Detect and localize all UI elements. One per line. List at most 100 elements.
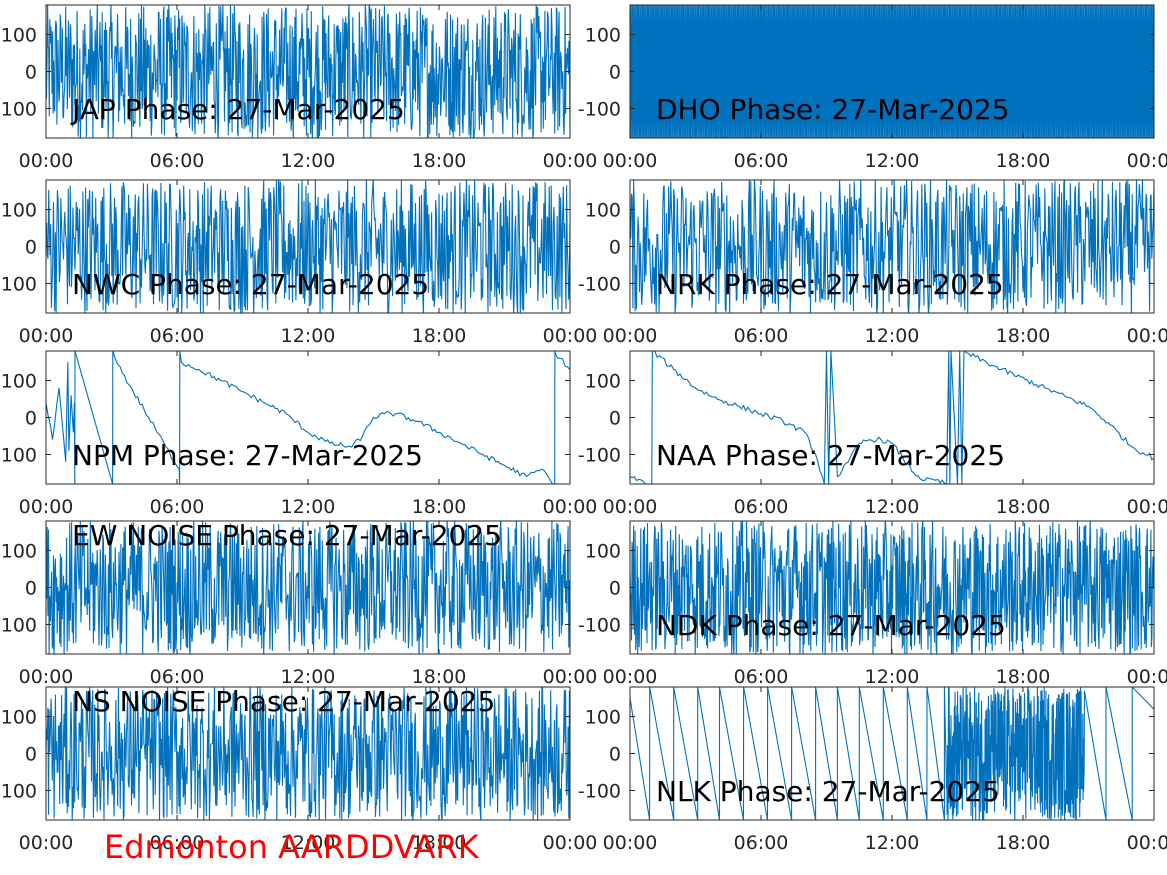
x-tick-label: 00:00 [1127, 832, 1167, 854]
y-tick-label: 100 [1, 614, 37, 636]
x-tick-label: 06:00 [150, 150, 205, 172]
x-tick-label: 00:00 [1127, 150, 1167, 172]
figure-footer-label: Edmonton AARDDVARK [104, 828, 479, 866]
y-tick-label: 100 [1, 25, 37, 47]
y-tick-label: 100 [1, 371, 37, 393]
x-tick-label: 18:00 [412, 325, 467, 347]
x-tick-label: 18:00 [996, 150, 1051, 172]
panel-4: 100 0 -100 00:00 06:00 12:00 18:00 00:00 NRK Pha… [578, 179, 1167, 347]
panel-1: 100 0 100 00:00 06:00 12:00 18:00 00:00 JAP Phas… [1, 4, 598, 172]
x-tick-label: 12:00 [281, 832, 336, 854]
x-tick-label: 00:00 [1127, 325, 1167, 347]
y-tick-label: 0 [609, 237, 621, 259]
x-tick-label: 00:00 [603, 496, 658, 518]
panel-9: 100 0 100 00:00 06:00 12:00 18:00 00:00 NS NOISE… [1, 685, 598, 854]
y-tick-label: 100 [585, 541, 621, 563]
y-tick-label: 0 [609, 578, 621, 600]
x-tick-label: 12:00 [281, 496, 336, 518]
y-tick-label: 0 [25, 408, 37, 430]
x-tick-label: 06:00 [150, 496, 205, 518]
x-tick-label: 18:00 [996, 666, 1051, 688]
x-tick-label: 00:00 [603, 666, 658, 688]
x-tick-label: 00:00 [19, 325, 74, 347]
y-tick-label: -100 [578, 780, 621, 802]
x-tick-label: 06:00 [734, 150, 789, 172]
series-line-6 [630, 351, 1154, 484]
series-line-8 [630, 521, 1154, 654]
y-tick-label: -100 [578, 98, 621, 120]
x-tick-label: 18:00 [412, 832, 467, 854]
x-tick-label: 06:00 [150, 325, 205, 347]
x-tick-label: 00:00 [1127, 496, 1167, 518]
y-tick-label: 100 [585, 200, 621, 222]
y-tick-label: 100 [585, 707, 621, 729]
x-tick-label: 00:00 [543, 496, 598, 518]
y-tick-label: 0 [609, 744, 621, 766]
y-tick-label: 0 [25, 237, 37, 259]
y-tick-label: 0 [609, 408, 621, 430]
y-tick-label: 0 [25, 578, 37, 600]
y-tick-label: -100 [0, 444, 37, 466]
x-tick-label: 12:00 [865, 666, 920, 688]
panel-title: NWC Phase: 27-Mar-2025 [72, 268, 429, 301]
panel-title: NLK Phase: 27-Mar-2025 [656, 775, 1000, 808]
panel-title: EW NOISE Phase: 27-Mar-2025 [72, 519, 502, 552]
y-tick-label: 100 [1, 273, 37, 295]
y-tick-label: 100 [1, 780, 37, 802]
y-tick-label: 100 [1, 707, 37, 729]
panel-6: 100 0 -100 00:00 06:00 12:00 18:00 00:00 NAA Pha… [578, 350, 1167, 518]
x-tick-label: 18:00 [996, 325, 1051, 347]
x-tick-label: 00:00 [543, 832, 598, 854]
x-tick-label: 18:00 [996, 496, 1051, 518]
y-tick-label: 0 [609, 62, 621, 84]
series-line-9 [46, 687, 570, 820]
panel-5: 100 0 -100 00:00 06:00 12:00 18:00 00:00 NPM Pha… [0, 350, 598, 518]
series-line-10 [630, 687, 1154, 820]
x-tick-label: 00:00 [543, 325, 598, 347]
panel-7: 100 0 100 00:00 06:00 12:00 18:00 00:00 EW NOISE… [1, 519, 598, 688]
panel-title: NRK Phase: 27-Mar-2025 [656, 268, 1004, 301]
x-tick-label: 06:00 [734, 666, 789, 688]
y-tick-label: -100 [578, 614, 621, 636]
x-tick-label: 18:00 [412, 666, 467, 688]
x-tick-label: 18:00 [412, 150, 467, 172]
series-line-3 [46, 180, 570, 313]
panel-title: NDK Phase: 27-Mar-2025 [656, 609, 1006, 642]
x-tick-label: 06:00 [734, 832, 789, 854]
x-tick-label: 06:00 [150, 832, 205, 854]
y-tick-label: -100 [578, 273, 621, 295]
x-tick-label: 00:00 [19, 666, 74, 688]
series-line-4 [630, 180, 1154, 313]
x-tick-label: 12:00 [281, 150, 336, 172]
x-tick-label: 12:00 [281, 666, 336, 688]
panel-8: 100 0 -100 00:00 06:00 12:00 18:00 00:00 NDK Pha… [578, 520, 1167, 688]
x-tick-label: 06:00 [150, 666, 205, 688]
x-tick-label: 12:00 [865, 325, 920, 347]
x-tick-label: 00:00 [19, 496, 74, 518]
x-tick-label: 00:00 [1127, 666, 1167, 688]
x-tick-label: 00:00 [543, 666, 598, 688]
y-tick-label: 100 [1, 541, 37, 563]
x-tick-label: 12:00 [865, 832, 920, 854]
x-tick-label: 00:00 [19, 832, 74, 854]
x-tick-label: 00:00 [603, 325, 658, 347]
x-tick-label: 18:00 [996, 832, 1051, 854]
y-tick-label: 100 [585, 371, 621, 393]
series-line-7 [46, 521, 570, 654]
y-tick-label: 100 [585, 25, 621, 47]
y-tick-label: 0 [25, 744, 37, 766]
x-tick-label: 00:00 [603, 150, 658, 172]
panel-3: 100 0 100 00:00 06:00 12:00 18:00 00:00 NWC Phas… [1, 179, 598, 347]
x-tick-label: 00:00 [603, 832, 658, 854]
y-tick-label: -100 [578, 444, 621, 466]
x-tick-label: 12:00 [281, 325, 336, 347]
x-tick-label: 18:00 [412, 496, 467, 518]
x-tick-label: 06:00 [734, 325, 789, 347]
x-tick-label: 00:00 [543, 150, 598, 172]
panel-2: 100 0 -100 00:00 06:00 12:00 18:00 00:00 DHO Pha… [578, 4, 1167, 172]
series-line-5 [46, 351, 570, 484]
panel-title: JAP Phase: 27-Mar-2025 [70, 93, 405, 126]
x-tick-label: 06:00 [734, 496, 789, 518]
